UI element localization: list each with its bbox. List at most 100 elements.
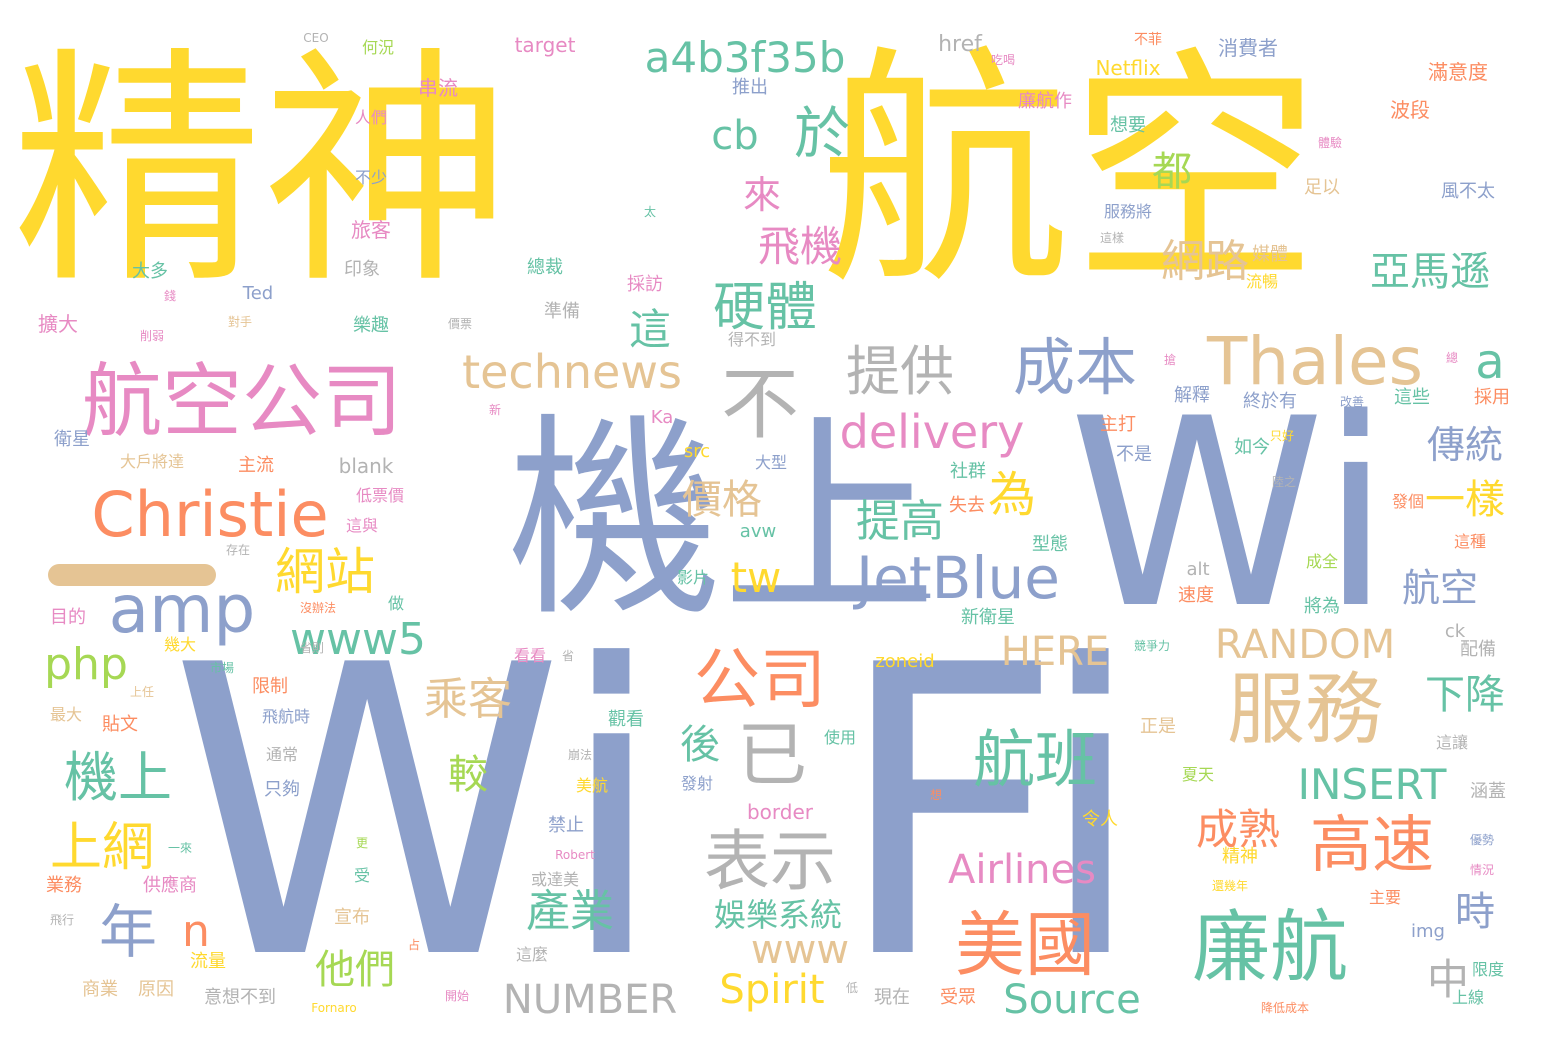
word-yulexitong: 娛樂系統 [713, 896, 843, 934]
word-fi: Fi [833, 582, 1147, 1047]
word-shengze: 省則 [299, 641, 325, 655]
word-tai: 太 [643, 205, 657, 219]
word-ted: Ted [242, 283, 274, 304]
word-zhunbei: 準備 [544, 301, 580, 322]
word-zoneid: zoneid [875, 651, 935, 672]
word-chengben: 成本 [1012, 331, 1138, 404]
word-caifang: 採訪 [627, 274, 663, 295]
word-random: RANDOM [1214, 622, 1396, 668]
word-zhan: 占 [407, 938, 421, 952]
word-fuwu: 服務 [1226, 665, 1384, 755]
word-kankan: 看看 [513, 646, 547, 665]
word-dou: 都 [1152, 149, 1192, 195]
word-bengfa: 崩法 [567, 748, 593, 762]
word-gaishan: 改善 [1339, 395, 1365, 409]
word-lianhangzuo: 廉航作 [1018, 91, 1072, 112]
word-a: a [1475, 334, 1505, 390]
word-tuichu: 推出 [732, 77, 768, 98]
word-jida: 幾大 [163, 635, 197, 654]
word-zhengshi: 正是 [1140, 716, 1176, 737]
word-bufei: 不菲 [1134, 32, 1162, 48]
word-sudu: 速度 [1178, 585, 1214, 606]
word-tiewen: 貼文 [102, 714, 138, 735]
word-chengshu: 成熟 [1195, 805, 1281, 854]
word-daduo: 大多 [132, 261, 168, 282]
word-hangkong-small: 航空 [1401, 566, 1479, 610]
word-yixiangbudao: 意想不到 [204, 987, 276, 1008]
word-alt: alt [1186, 559, 1210, 580]
word-lvke: 旅客 [351, 218, 391, 242]
word-guankan: 觀看 [608, 709, 644, 730]
word-wi-right: Wi [1068, 364, 1392, 666]
word-chengquan: 成全 [1305, 552, 1339, 571]
word-kaishi: 開始 [444, 989, 470, 1003]
word-tiyan: 體驗 [1317, 136, 1343, 150]
word-shichang: 市場 [209, 661, 235, 675]
word-jingshen: 精神 [12, 26, 512, 317]
word-jingzhengli: 競爭力 [1133, 639, 1171, 653]
word-ceo: CEO [303, 31, 329, 45]
word-www: www [750, 927, 850, 973]
word-zhongyuyou: 終於有 [1243, 391, 1297, 412]
word-feiji: 飛機 [757, 222, 843, 271]
word-shou: 受 [353, 866, 371, 885]
word-zheme: 這麼 [515, 945, 549, 964]
word-xiangyao: 想要 [1110, 115, 1146, 136]
word-yuanyin: 原因 [138, 979, 174, 1000]
word-meihang: 美航 [575, 776, 609, 795]
word-img: img [1411, 921, 1445, 942]
word-n: n [182, 906, 210, 957]
word-xueruo: 削弱 [139, 329, 165, 343]
word-zhuliu: 主流 [238, 455, 274, 476]
word-tw: tw [730, 553, 782, 602]
word-xiatian: 夏天 [1181, 765, 1215, 784]
dash-mark [48, 564, 216, 586]
word-dipiaojia: 低票價 [355, 486, 405, 505]
word-zhuyao: 主要 [1368, 888, 1402, 907]
word-shangxian: 上線 [1451, 988, 1485, 1007]
word-jishang-small: 機上 [64, 746, 172, 809]
word-hangkonggongsi: 航空公司 [82, 355, 402, 448]
word-lequ: 樂趣 [353, 315, 389, 336]
word-wangzhan: 網站 [275, 543, 375, 601]
word-zhexie: 這些 [1394, 387, 1430, 408]
word-fage: 發個 [1391, 492, 1425, 511]
word-zhe: 這 [628, 305, 672, 354]
word-caiyong: 採用 [1474, 387, 1510, 408]
word-fengbutai: 風不太 [1441, 181, 1495, 202]
word-hangkong-large: 航空 [820, 26, 1320, 317]
word-fornaro: Fornaro [311, 1001, 357, 1015]
word-hangban: 航班 [972, 723, 1098, 796]
word-meiguo: 美國 [955, 904, 1095, 986]
word-xuanbu: 宣布 [334, 907, 370, 928]
word-jiangdichengben: 降低成本 [1260, 1001, 1310, 1015]
word-gongsi: 公司 [694, 641, 826, 718]
word-wanglu: 網路 [1161, 236, 1249, 287]
word-biaoshi: 表示 [704, 823, 836, 900]
word-haijinian: 還幾年 [1211, 879, 1249, 893]
word-shouzhong: 受眾 [940, 987, 976, 1008]
word-zuyi: 足以 [1304, 177, 1340, 198]
word-source: Source [1003, 977, 1141, 1023]
word-wei: 為 [987, 467, 1037, 523]
word-here: HERE [1000, 629, 1110, 675]
word-href: href [938, 32, 982, 57]
word-chengke: 乘客 [424, 674, 512, 725]
word-jingshen-small: 精神 [1222, 846, 1258, 867]
word-meibanfa: 沒辦法 [299, 601, 337, 615]
word-shiqu: 失去 [949, 495, 985, 516]
word-feihangshi: 飛航時 [261, 707, 311, 726]
word-sheng: 省 [561, 649, 575, 663]
word-yamaxun: 亞馬遜 [1370, 249, 1490, 295]
word-number: NUMBER [502, 977, 678, 1023]
word-yinxiang: 印象 [344, 259, 380, 280]
word-cunzai: 存在 [225, 543, 251, 557]
word-fuwujiang: 服務將 [1103, 202, 1153, 221]
word-yi: 已 [737, 714, 807, 796]
word-delivery: delivery [839, 405, 1025, 459]
word-yingpian: 影片 [676, 568, 710, 587]
word-xianzhi: 限制 [252, 676, 288, 697]
word-zhigou: 只夠 [264, 779, 300, 800]
word-gaosu: 高速 [1309, 808, 1435, 881]
